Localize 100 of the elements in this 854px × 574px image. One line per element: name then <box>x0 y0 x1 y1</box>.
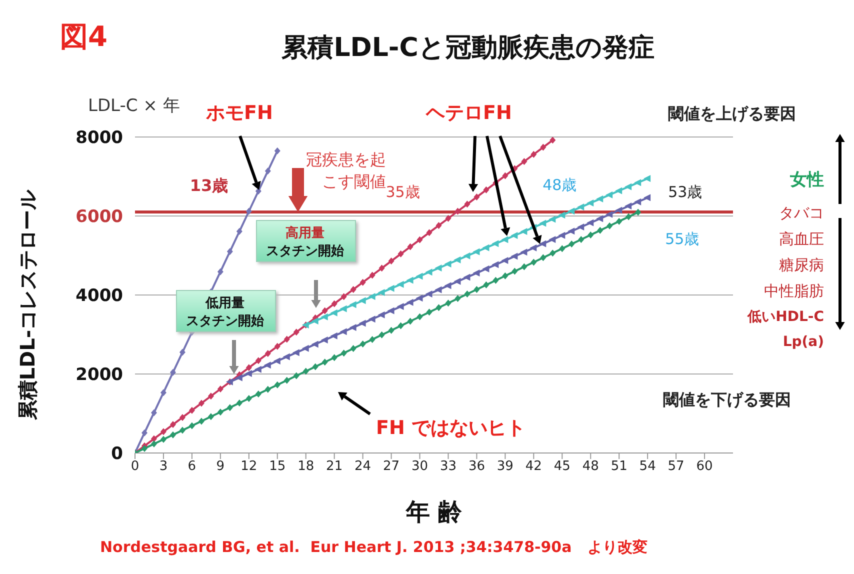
point <box>208 392 214 400</box>
point <box>436 222 442 229</box>
point <box>255 357 262 364</box>
point <box>539 220 546 227</box>
point <box>217 268 224 276</box>
point <box>510 232 518 240</box>
point <box>482 244 490 252</box>
point <box>246 364 252 372</box>
point <box>398 322 404 330</box>
point <box>322 358 328 366</box>
point <box>510 252 518 260</box>
x-tick-label: 45 <box>554 459 570 474</box>
point <box>454 208 461 215</box>
point <box>454 278 461 285</box>
text: タバコ <box>779 204 824 223</box>
point <box>282 353 290 360</box>
point <box>188 422 195 430</box>
point <box>444 282 452 290</box>
point <box>378 311 385 318</box>
point <box>264 362 271 369</box>
point <box>445 214 452 222</box>
point <box>388 326 394 334</box>
point <box>396 303 404 310</box>
point <box>615 187 622 194</box>
point <box>311 317 318 324</box>
point <box>235 374 242 382</box>
point <box>425 268 432 276</box>
x-axis-title: 年 齢 <box>404 497 464 528</box>
point <box>530 258 537 266</box>
text: 糖尿病 <box>779 256 824 275</box>
point <box>358 320 366 327</box>
point <box>577 223 584 230</box>
text: ホモFH <box>206 101 273 126</box>
x-tick-label: 51 <box>610 459 628 474</box>
point <box>634 198 642 206</box>
point <box>483 281 490 288</box>
text: 中性脂肪 <box>764 282 824 301</box>
point <box>578 236 584 244</box>
x-tick-label: 30 <box>411 459 428 474</box>
point <box>558 232 566 239</box>
point <box>568 240 575 248</box>
point <box>616 218 622 225</box>
point <box>406 276 414 284</box>
point <box>472 270 480 277</box>
point <box>550 250 556 257</box>
point <box>474 286 480 293</box>
point <box>559 245 566 252</box>
point <box>586 219 594 226</box>
x-tick-label: 9 <box>216 459 225 474</box>
point <box>264 167 271 174</box>
point <box>349 324 356 331</box>
point <box>320 336 328 344</box>
point <box>226 404 233 412</box>
text: 女性 <box>790 169 824 191</box>
point <box>320 313 328 320</box>
text: 低いHDL-C <box>748 308 824 326</box>
point <box>170 368 176 376</box>
point <box>454 256 461 264</box>
point <box>350 286 356 293</box>
y-tick-label: 6000 <box>76 207 124 227</box>
point <box>492 261 499 268</box>
y-axis-title: 累積LDL-コレステロール <box>14 190 40 420</box>
x-tick-label: 18 <box>298 459 314 474</box>
point <box>358 297 366 304</box>
point <box>444 260 452 268</box>
point <box>292 349 300 356</box>
point <box>246 394 252 402</box>
text: 閾値を上げる要因 <box>668 104 796 125</box>
point <box>368 293 376 300</box>
point <box>540 144 546 151</box>
point <box>378 331 385 338</box>
point <box>340 328 347 336</box>
point <box>368 316 376 323</box>
point <box>407 318 414 325</box>
point <box>170 421 176 428</box>
point <box>615 206 622 214</box>
annotation: 低用量 <box>204 295 246 312</box>
point <box>388 258 394 265</box>
point <box>502 172 508 180</box>
point <box>416 236 423 244</box>
point <box>416 272 423 280</box>
point <box>141 444 148 452</box>
point <box>577 204 584 211</box>
point <box>596 215 604 222</box>
point <box>568 228 575 235</box>
point <box>635 208 642 216</box>
point <box>454 295 461 302</box>
point <box>349 301 356 308</box>
annotation: スタチン開始 <box>265 243 345 260</box>
point <box>445 300 452 307</box>
point <box>274 342 280 350</box>
point <box>217 386 224 393</box>
point <box>398 250 404 258</box>
point <box>634 179 642 186</box>
point <box>550 137 556 144</box>
x-tick-label: 39 <box>496 459 514 474</box>
point <box>626 213 632 220</box>
point <box>150 435 157 442</box>
point <box>274 381 280 388</box>
point <box>360 340 366 348</box>
